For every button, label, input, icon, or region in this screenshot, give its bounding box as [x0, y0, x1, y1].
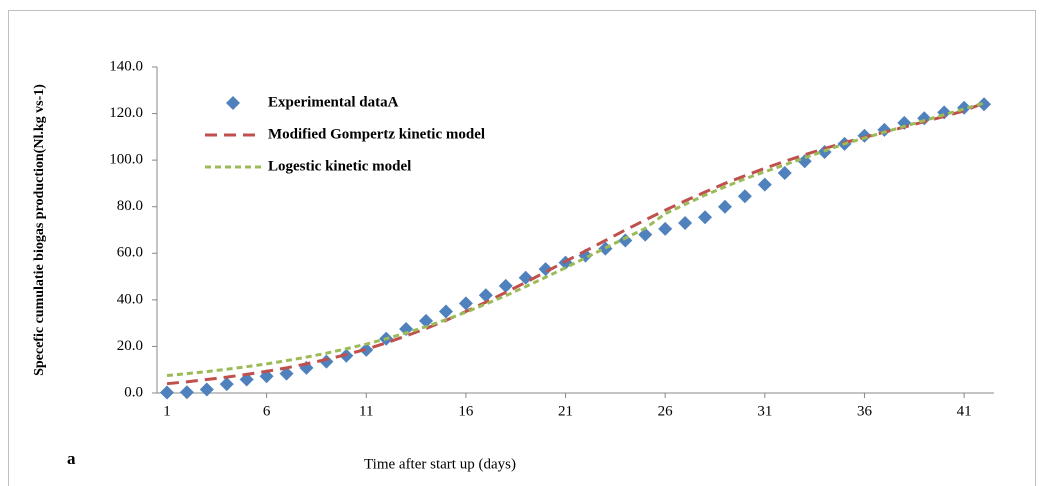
x-tick-label: 26 — [658, 403, 674, 419]
x-tick-label: 1 — [163, 403, 171, 419]
data-point — [319, 354, 334, 369]
data-point — [179, 385, 194, 400]
data-point — [478, 288, 493, 303]
y-tick-label: 120.0 — [109, 105, 143, 121]
data-point — [977, 97, 992, 112]
model-line — [166, 101, 985, 378]
y-tick-label: 20.0 — [117, 338, 143, 354]
data-point — [518, 270, 533, 285]
data-point — [219, 377, 234, 392]
x-tick-label: 6 — [263, 403, 271, 419]
legend-marker — [226, 96, 240, 110]
data-point — [498, 278, 513, 293]
legend-label: Experimental dataA — [268, 94, 399, 110]
data-point — [678, 216, 693, 231]
legend-label: Logestic kinetic model — [268, 158, 411, 174]
data-point — [698, 210, 713, 225]
x-tick-label: 36 — [857, 403, 873, 419]
data-point — [458, 296, 473, 311]
y-axis-label: Specefic cumulatie biogas production(Nl.… — [32, 84, 47, 376]
model-line — [166, 101, 985, 386]
y-tick-label: 40.0 — [117, 291, 143, 307]
data-point — [279, 366, 294, 381]
data-point — [199, 382, 214, 397]
data-point — [618, 233, 633, 248]
data-point — [658, 221, 673, 236]
data-point — [737, 189, 752, 204]
panel-label: a — [67, 449, 76, 468]
x-tick-label: 21 — [558, 403, 573, 419]
y-tick-label: 80.0 — [117, 198, 143, 214]
x-tick-label: 16 — [458, 403, 474, 419]
data-point — [359, 342, 374, 357]
y-tick-label: 0.0 — [124, 384, 143, 400]
legend-label: Modified Gompertz kinetic model — [268, 126, 485, 142]
data-point — [538, 262, 553, 277]
y-tick-label: 100.0 — [109, 152, 143, 168]
data-point — [419, 313, 434, 328]
data-point — [717, 199, 732, 214]
data-point — [777, 165, 792, 180]
y-tick-label: 140.0 — [109, 58, 143, 74]
x-tick-label: 41 — [957, 403, 972, 419]
chart-frame — [8, 10, 1036, 486]
data-point — [438, 304, 453, 319]
x-axis-label: Time after start up (days) — [364, 456, 516, 472]
data-point — [757, 177, 772, 192]
data-point — [159, 385, 174, 400]
x-tick-label: 31 — [757, 403, 772, 419]
x-tick-label: 11 — [359, 403, 373, 419]
y-tick-label: 60.0 — [117, 245, 143, 261]
